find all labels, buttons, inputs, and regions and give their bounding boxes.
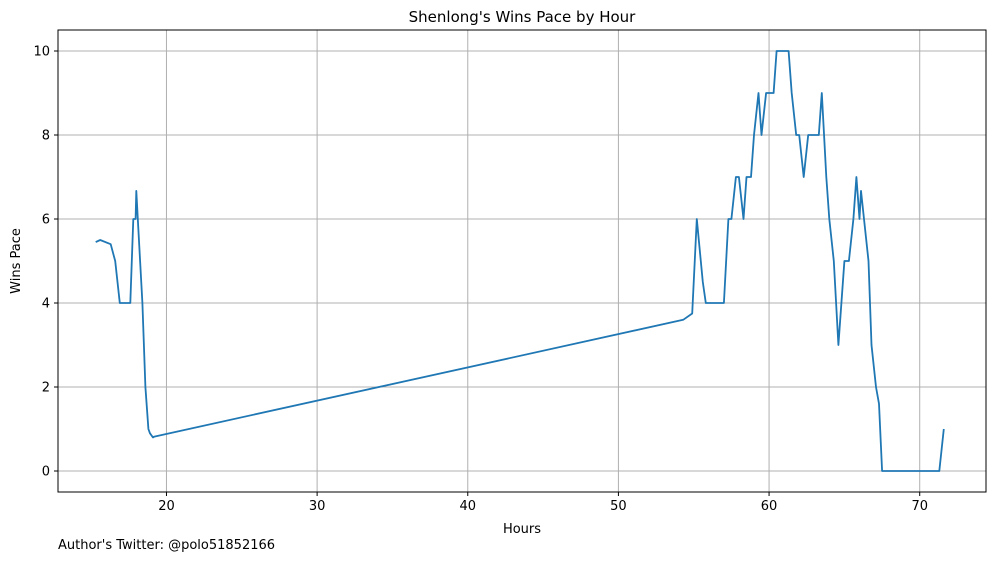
author-credit: Author's Twitter: @polo51852166	[58, 538, 276, 553]
grid-lines	[58, 30, 986, 492]
plot-frame	[57, 29, 987, 493]
series-line	[95, 50, 945, 472]
y-tick-label: 8	[42, 129, 50, 144]
x-tick-label: 60	[761, 499, 778, 514]
series-layer	[95, 50, 945, 472]
x-tick-label: 20	[158, 499, 175, 514]
x-tick-label: 50	[610, 499, 627, 514]
y-tick-label: 6	[42, 213, 50, 228]
y-axis-label: Wins Pace	[9, 228, 24, 294]
y-tick-label: 10	[33, 45, 50, 60]
y-tick-label: 0	[42, 465, 50, 480]
x-tick-label: 30	[309, 499, 326, 514]
x-tick-label: 70	[911, 499, 928, 514]
x-axis-label: Hours	[503, 522, 541, 537]
y-tick-label: 2	[42, 381, 50, 396]
axis-ticks: 20 30 40 50 60 70 0 2 4 6 8 10	[33, 45, 928, 515]
x-tick-label: 40	[459, 499, 476, 514]
y-tick-label: 4	[42, 297, 50, 312]
chart-title: Shenlong's Wins Pace by Hour	[409, 8, 637, 26]
